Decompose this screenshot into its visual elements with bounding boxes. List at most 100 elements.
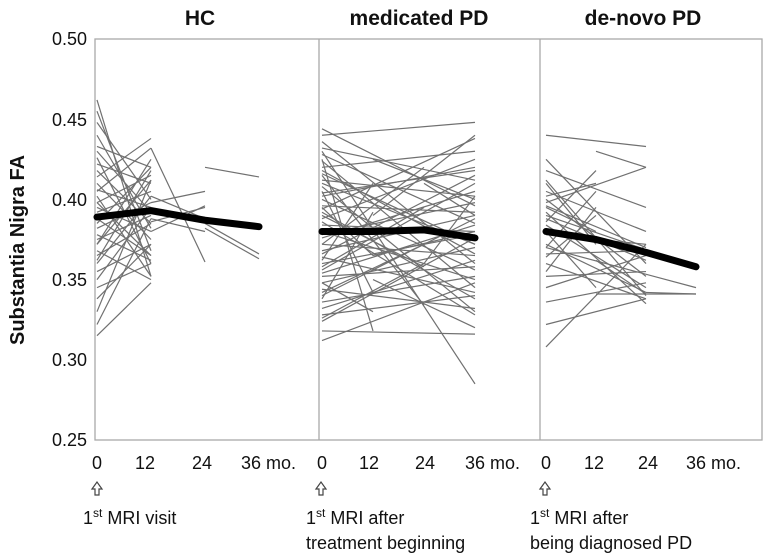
x-tick-label: 36 mo. xyxy=(241,453,296,473)
individual-trajectory-line xyxy=(545,182,597,197)
y-tick-label-3: 0.35 xyxy=(52,270,87,290)
individual-trajectory-line xyxy=(321,166,476,197)
individual-trajectory-line xyxy=(321,137,476,210)
individual-trajectory-line xyxy=(321,282,374,313)
annotation-hc-text: MRI visit xyxy=(102,508,176,528)
individual-trajectory-line xyxy=(321,191,374,293)
panel-series-de-novo-pd xyxy=(542,134,700,348)
individual-trajectory-line xyxy=(96,234,152,261)
individual-trajectory-line xyxy=(96,189,152,208)
individual-trajectory-line xyxy=(423,195,476,264)
individual-trajectory-line xyxy=(321,259,476,310)
individual-trajectory-line xyxy=(96,222,152,257)
y-tick-label-4: 0.30 xyxy=(52,350,87,370)
individual-trajectory-line xyxy=(321,205,476,213)
x-tick-label: 12 xyxy=(359,453,379,473)
x-tick-label: 0 xyxy=(92,453,102,473)
individual-trajectory-line xyxy=(545,282,647,303)
annotation-hc: 1st MRI visit xyxy=(83,506,176,528)
annotation-hc-num: 1 xyxy=(83,508,93,528)
up-arrow-icon xyxy=(314,480,328,496)
individual-trajectory-line xyxy=(545,205,647,249)
individual-trajectory-line xyxy=(96,174,152,204)
annotation-medicated-pd: 1st MRI after xyxy=(306,506,404,528)
panel-title-hc: HC xyxy=(185,7,215,30)
individual-trajectory-line xyxy=(321,121,476,136)
individual-trajectory-line xyxy=(321,150,476,168)
annotation-medicated-pd-text: MRI after xyxy=(325,508,404,528)
individual-trajectory-line xyxy=(321,256,476,294)
annotation-de-novo-pd-sup: st xyxy=(540,506,550,520)
individual-trajectory-line xyxy=(321,183,374,261)
up-arrow-icon xyxy=(90,480,104,496)
individual-trajectory-line xyxy=(595,150,647,168)
individual-trajectory-line xyxy=(321,282,476,342)
individual-trajectory-line xyxy=(321,211,374,300)
individual-trajectory-line xyxy=(321,174,425,306)
individual-trajectory-line xyxy=(545,246,697,289)
x-tick-label: 24 xyxy=(192,453,212,473)
individual-trajectory-line xyxy=(321,263,425,319)
x-tick-labels-medicated-pd: 0 12 24 36 mo. xyxy=(317,453,520,473)
y-tick-label-1: 0.45 xyxy=(52,110,87,130)
series-layer xyxy=(93,99,700,385)
individual-trajectory-line xyxy=(96,145,152,168)
individual-trajectory-line xyxy=(321,246,476,284)
y-tick-label-0: 0.50 xyxy=(52,29,87,49)
panel-title-medicated-pd: medicated PD xyxy=(350,7,489,30)
individual-trajectory-line xyxy=(321,206,425,268)
individual-trajectory-line xyxy=(545,134,647,148)
individual-trajectory-line xyxy=(321,159,374,332)
individual-trajectory-line xyxy=(204,222,260,255)
x-tick-label: 24 xyxy=(415,453,435,473)
individual-trajectory-line xyxy=(321,214,425,268)
individual-trajectory-line xyxy=(321,237,476,322)
individual-trajectory-line xyxy=(150,147,206,263)
y-axis-label: Substantia Nigra FA xyxy=(7,155,29,345)
individual-trajectory-line xyxy=(645,291,697,295)
individual-trajectory-line xyxy=(545,298,647,326)
individual-trajectory-line xyxy=(150,190,206,204)
individual-trajectory-line xyxy=(204,166,260,178)
x-tick-label: 12 xyxy=(584,453,604,473)
individual-trajectory-line xyxy=(545,190,647,233)
individual-trajectory-line xyxy=(321,150,476,385)
individual-trajectory-line xyxy=(595,259,647,295)
panel-series-medicated-pd xyxy=(318,121,479,385)
individual-trajectory-line xyxy=(96,263,152,289)
individual-trajectory-line xyxy=(321,141,476,265)
individual-trajectory-line xyxy=(423,182,476,216)
individual-trajectory-line xyxy=(321,288,476,310)
individual-trajectory-line xyxy=(545,262,647,300)
individual-trajectory-line xyxy=(545,231,597,289)
individual-trajectory-line xyxy=(321,179,476,197)
individual-trajectory-line xyxy=(150,195,206,220)
individual-trajectory-line xyxy=(96,202,152,256)
x-tick-label: 24 xyxy=(638,453,658,473)
individual-trajectory-line xyxy=(96,250,152,281)
group-mean-line-de-novo-pd xyxy=(542,227,700,271)
x-tick-label: 36 mo. xyxy=(465,453,520,473)
up-arrow-icon xyxy=(538,480,552,496)
individual-trajectory-line xyxy=(96,282,152,337)
first-visit-arrows xyxy=(90,480,552,496)
annotation-medicated-pd-sup: st xyxy=(316,506,326,520)
annotation-de-novo-pd-text: MRI after xyxy=(549,508,628,528)
x-tick-labels-hc: 0 12 24 36 mo. xyxy=(92,453,296,473)
individual-trajectory-line xyxy=(321,230,476,281)
individual-trajectory-line xyxy=(96,147,152,192)
individual-trajectory-line xyxy=(545,169,647,208)
annotation-de-novo-pd-num: 1 xyxy=(530,508,540,528)
individual-trajectory-line xyxy=(321,158,476,220)
individual-trajectory-line xyxy=(372,134,476,216)
y-tick-label-2: 0.40 xyxy=(52,190,87,210)
individual-trajectory-line xyxy=(545,206,597,233)
individual-trajectory-line xyxy=(96,195,152,277)
annotation-medicated-pd-line2: treatment beginning xyxy=(306,533,465,553)
individual-trajectory-line xyxy=(96,207,152,280)
individual-trajectory-line xyxy=(321,170,476,255)
annotation-medicated-pd-num: 1 xyxy=(306,508,316,528)
group-mean-line-hc xyxy=(93,207,263,231)
individual-trajectory-line xyxy=(96,179,152,312)
